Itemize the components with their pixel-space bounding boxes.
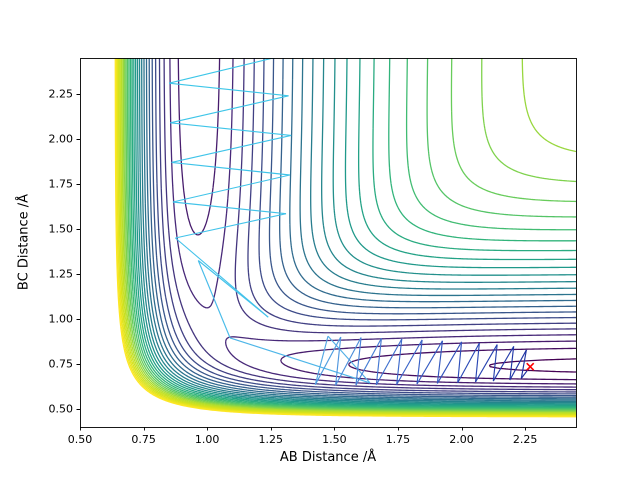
x-tick-label: 0.50 [67, 433, 93, 446]
x-axis-label: AB Distance /Å [279, 450, 377, 465]
y-tick-label: 1.75 [48, 177, 74, 191]
x-tick-label: 0.75 [131, 433, 156, 446]
y-axis-label: BC Distance /Å [16, 193, 32, 291]
y-tick-label: 1.00 [48, 312, 74, 326]
y-tick-label: 1.25 [48, 267, 74, 281]
y-tick-label: 1.50 [48, 222, 74, 236]
y-tick-label: 0.50 [48, 402, 74, 416]
x-tick-label: 1.75 [385, 433, 411, 446]
x-tick-label: 1.00 [194, 433, 220, 446]
x-tick-label: 2.00 [449, 433, 474, 446]
y-tick-label: 2.00 [48, 132, 74, 146]
y-tick-label: 0.75 [48, 357, 74, 371]
x-tick-label: 1.25 [258, 433, 284, 446]
y-tick-label: 2.25 [48, 87, 74, 101]
x-tick-label: 2.25 [512, 433, 538, 446]
x-tick-label: 1.50 [322, 433, 347, 446]
